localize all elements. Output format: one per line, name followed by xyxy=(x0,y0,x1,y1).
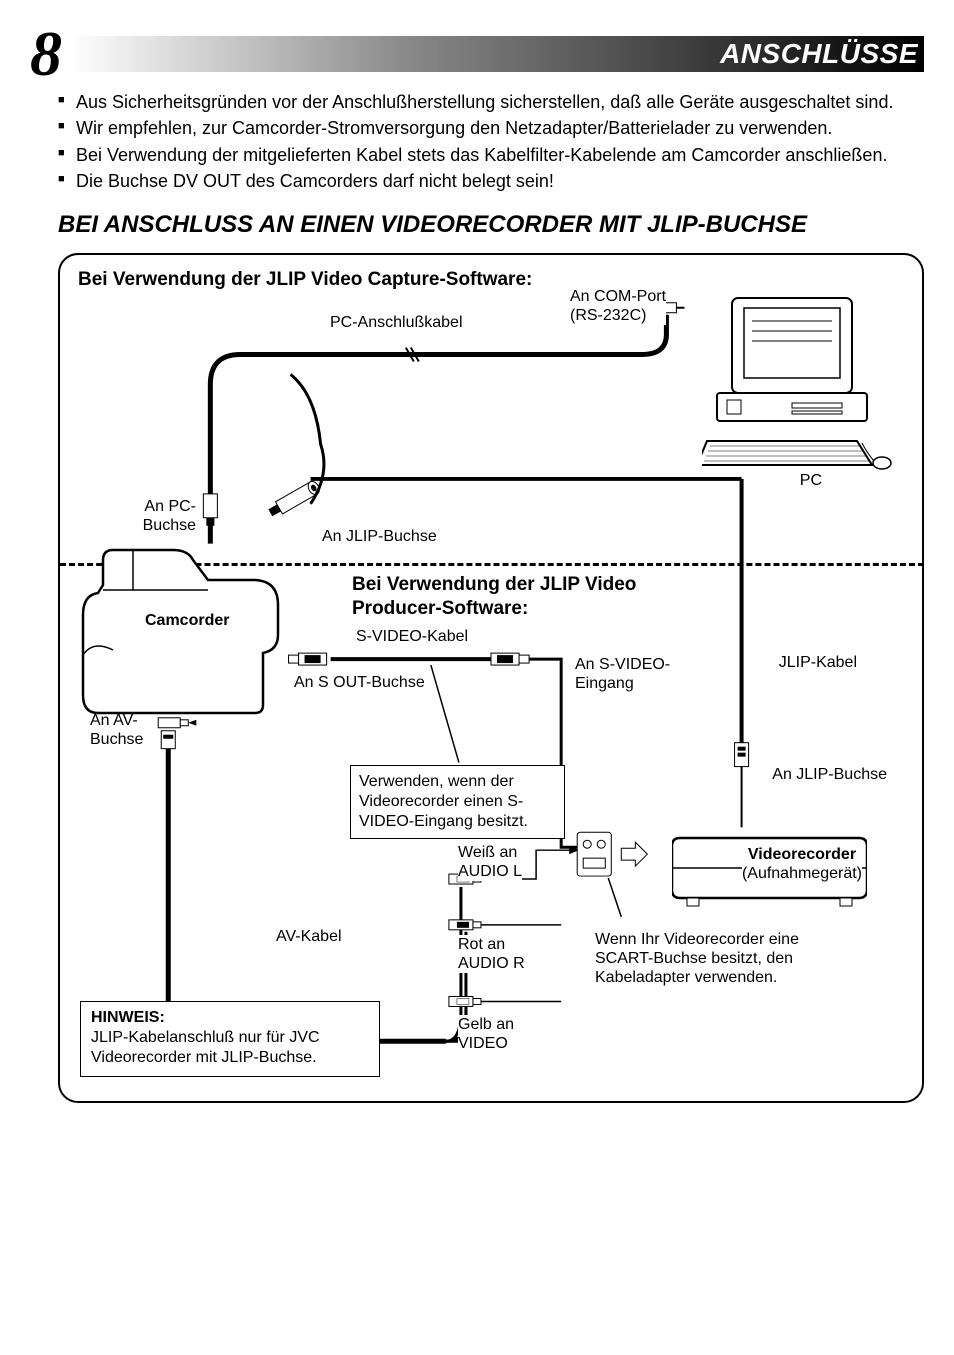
label-an-jlip-right: An JLIP-Buchse xyxy=(772,765,887,784)
section-title: BEI ANSCHLUSS AN EINEN VIDEORECORDER MIT… xyxy=(58,211,924,239)
page-header: 8 ANSCHLÜSSE xyxy=(30,30,924,78)
label-av-kabel: AV-Kabel xyxy=(276,927,342,946)
rot-l2: AUDIO R xyxy=(458,955,525,972)
bullet-item: Bei Verwendung der mitgelieferten Kabel … xyxy=(58,143,924,167)
weiss-l1: Weiß an xyxy=(458,844,517,861)
label-an-svideo-in: An S-VIDEO- Eingang xyxy=(575,655,670,693)
an-av-l2: Buchse xyxy=(90,731,143,748)
label-jlip-kabel: JLIP-Kabel xyxy=(779,653,857,672)
label-camcorder: Camcorder xyxy=(145,611,229,630)
com-port-l1: An COM-Port xyxy=(570,288,666,305)
header-title: ANSCHLÜSSE xyxy=(720,38,918,70)
header-gradient: ANSCHLÜSSE xyxy=(70,36,924,72)
pc-icon xyxy=(702,293,892,483)
com-port-l2: (RS-232C) xyxy=(570,307,646,324)
svin-l2: Eingang xyxy=(575,675,634,692)
title2-l2: Producer-Software: xyxy=(352,598,528,619)
label-pc-cable: PC-Anschlußkabel xyxy=(330,313,463,332)
label-weiss: Weiß an AUDIO L xyxy=(458,843,522,881)
hinweis-box: HINWEIS: JLIP-Kabelanschluß nur für JVC … xyxy=(80,1001,380,1077)
hinweis-body: JLIP-Kabelanschluß nur für JVC Videoreco… xyxy=(91,1028,369,1068)
label-an-s-out: An S OUT-Buchse xyxy=(294,673,425,692)
diagram-title-2: Bei Verwendung der JLIP Video Producer-S… xyxy=(352,573,636,621)
connection-diagram: Bei Verwendung der JLIP Video Capture-So… xyxy=(58,253,924,1103)
svin-l1: An S-VIDEO- xyxy=(575,656,670,673)
label-scart-note: Wenn Ihr Videorecorder eine SCART-Buchse… xyxy=(595,930,815,988)
svideo-note-box: Verwenden, wenn der Videorecorder einen … xyxy=(350,765,565,839)
label-rot: Rot an AUDIO R xyxy=(458,935,525,973)
bullet-item: Die Buchse DV OUT des Camcorders darf ni… xyxy=(58,169,924,193)
label-an-pc-buchse: An PC-Buchse xyxy=(96,497,196,535)
vcr-title: Videorecorder xyxy=(748,846,856,863)
label-svideo-kabel: S-VIDEO-Kabel xyxy=(356,627,468,646)
gelb-l2: VIDEO xyxy=(458,1035,508,1052)
label-videorecorder: Videorecorder (Aufnahmegerät) xyxy=(742,845,862,883)
label-gelb: Gelb an VIDEO xyxy=(458,1015,514,1053)
diagram-title-1: Bei Verwendung der JLIP Video Capture-So… xyxy=(78,269,904,291)
label-com-port: An COM-Port (RS-232C) xyxy=(570,287,666,325)
label-an-jlip-left: An JLIP-Buchse xyxy=(322,527,437,546)
vcr-sub: (Aufnahmegerät) xyxy=(742,865,862,882)
label-an-av: An AV- Buchse xyxy=(90,711,143,749)
bullet-item: Aus Sicherheitsgründen vor der Anschlußh… xyxy=(58,90,924,114)
rot-l1: Rot an xyxy=(458,936,505,953)
gelb-l1: Gelb an xyxy=(458,1016,514,1033)
title2-l1: Bei Verwendung der JLIP Video xyxy=(352,574,636,595)
weiss-l2: AUDIO L xyxy=(458,863,522,880)
hinweis-heading: HINWEIS: xyxy=(91,1008,369,1028)
bullet-item: Wir empfehlen, zur Camcorder-Stromversor… xyxy=(58,116,924,140)
bullet-list: Aus Sicherheitsgründen vor der Anschlußh… xyxy=(30,90,924,193)
page-number: 8 xyxy=(30,22,62,86)
